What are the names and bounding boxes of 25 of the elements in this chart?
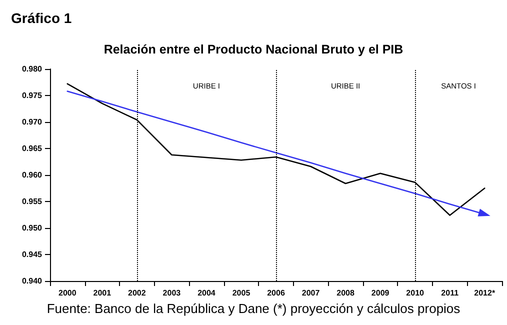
x-tick-label: 2011 xyxy=(441,288,460,298)
x-tick-label: 2005 xyxy=(232,288,251,298)
y-tick-label: 0.965 xyxy=(22,144,43,153)
x-tick-label: 2001 xyxy=(93,288,112,298)
y-tick-label: 0.970 xyxy=(22,118,43,126)
y-tick-label: 0.960 xyxy=(22,170,43,180)
x-tick-label: 2009 xyxy=(371,288,390,298)
x-tick-label: 2006 xyxy=(267,288,286,298)
source-note: Fuente: Banco de la República y Dane (*) proyección y cálculos propios xyxy=(46,301,461,316)
y-tick-label: 0.940 xyxy=(22,276,43,286)
x-tick-label: 2010 xyxy=(406,288,425,298)
y-tick-label: 0.980 xyxy=(22,64,43,74)
y-tick-label: 0.945 xyxy=(22,250,43,259)
x-tick-label: 2012* xyxy=(474,288,496,298)
chart-subtitle: Relación entre el Producto Nacional Bruto y el PIB xyxy=(104,42,404,56)
x-tick-label: 2004 xyxy=(198,288,216,298)
x-tick-label: 2003 xyxy=(162,288,182,298)
y-tick-label: 0.955 xyxy=(22,197,43,206)
chart-title: Gráfico 1 xyxy=(11,10,72,26)
x-tick-label: 2000 xyxy=(58,288,77,298)
x-tick-label: 2008 xyxy=(336,288,355,298)
y-tick-label: 0.975 xyxy=(22,91,43,100)
x-tick-label: 2007 xyxy=(302,288,320,298)
x-tick-label: 2002 xyxy=(128,288,146,298)
y-tick-label: 0.950 xyxy=(22,224,43,232)
